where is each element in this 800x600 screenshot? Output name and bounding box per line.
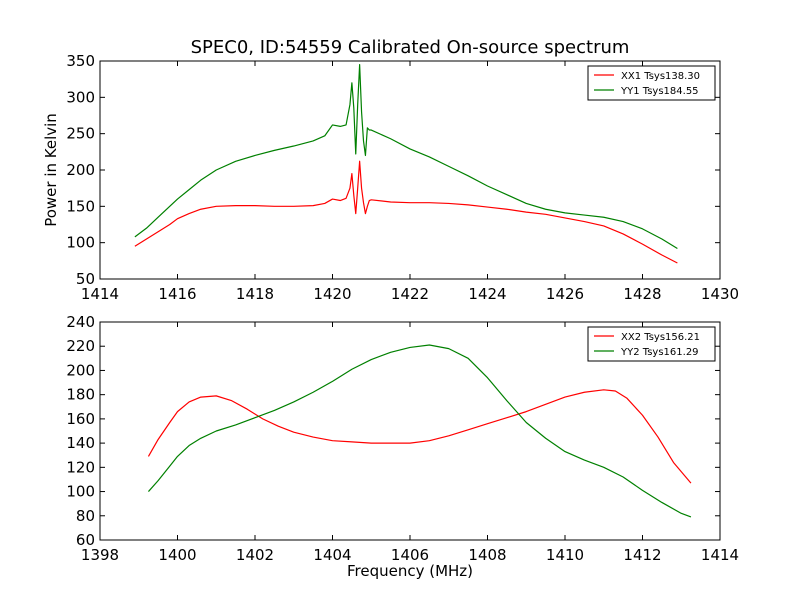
plot-2-y-tick-label: 60: [76, 531, 95, 549]
plot-1-x-tick-label: 1414: [81, 285, 119, 303]
plot-2-y-tick-label: 160: [66, 410, 95, 428]
plot-2: 1398 1400 1402 1404 1406 1408 1410 1412 1414 60 80…: [66, 313, 739, 580]
plot-1-y-tick-label: 350: [66, 52, 95, 70]
plot-2-legend-box: [587, 326, 716, 362]
plot-1-x-tick-label: 1416: [158, 285, 196, 303]
plot-2-x-tick-label: 1406: [391, 546, 429, 564]
plot-1-x-tick-label: 1430: [701, 285, 739, 303]
plot-1-y-tick-label: 100: [66, 234, 95, 252]
plot-1-y-axis-label: Power in Kelvin: [42, 113, 60, 227]
plot-1-y-tick-label: 300: [66, 88, 95, 106]
plot-1-y-tick-label: 150: [66, 197, 95, 215]
plot-2-x-tick-label: 1398: [81, 546, 119, 564]
plot-1-legend-label-2: YY1 Tsys184.55: [620, 86, 699, 97]
plot-1-y-tick-label: 200: [66, 161, 95, 179]
plot-2-series-1-line: [147, 389, 692, 484]
plot-2-y-tick-label: 200: [66, 361, 95, 379]
plot-1-y-tick-label: 250: [66, 125, 95, 143]
plot-1-legend-box: [587, 65, 716, 101]
plot-1: 1414 1416 1418 1420 1422 1424 1426 1428 1430 50 10…: [42, 52, 739, 303]
plot-2-x-tick-label: 1414: [701, 546, 739, 564]
plot-1-x-tick-label: 1428: [623, 285, 661, 303]
plot-2-x-axis-label: Frequency (MHz): [347, 562, 473, 580]
plot-2-y-tick-label: 240: [66, 313, 95, 331]
plot-2-x-tick-label: 1402: [236, 546, 274, 564]
plot-1-x-tick-label: 1418: [236, 285, 274, 303]
plot-1-x-tick-label: 1426: [546, 285, 584, 303]
plot-2-x-tick-label: 1412: [623, 546, 661, 564]
plot-1-x-tick-label: 1422: [391, 285, 429, 303]
plot-2-legend-label-1: XX2 Tsys156.21: [621, 332, 700, 343]
plot-2-series-2-line: [147, 344, 692, 518]
plot-1-x-tick-label: 1420: [313, 285, 351, 303]
plot-2-x-tick-label: 1410: [546, 546, 584, 564]
plot-2-y-tick-label: 140: [66, 434, 95, 452]
plot-2-y-tick-label: 180: [66, 386, 95, 404]
plot-1-x-tick-label: 1424: [468, 285, 506, 303]
plot-2-x-tick-label: 1408: [468, 546, 506, 564]
plot-2-y-tick-label: 100: [66, 483, 95, 501]
plot-2-x-tick-label: 1400: [158, 546, 196, 564]
plot-1-series-1-line: [134, 160, 678, 264]
plot-1-y-tick-label: 50: [76, 270, 95, 288]
chart-title: SPEC0, ID:54559 Calibrated On-source spe…: [191, 37, 630, 58]
plot-1-series-2-line: [134, 64, 678, 249]
plot-2-legend-label-2: YY2 Tsys161.29: [620, 347, 699, 358]
plot-2-x-tick-label: 1404: [313, 546, 351, 564]
plot-2-y-tick-label: 220: [66, 337, 95, 355]
plot-2-y-tick-label: 120: [66, 458, 95, 476]
plot-1-legend-label-1: XX1 Tsys138.30: [621, 71, 700, 82]
plot-2-y-tick-label: 80: [76, 507, 95, 525]
